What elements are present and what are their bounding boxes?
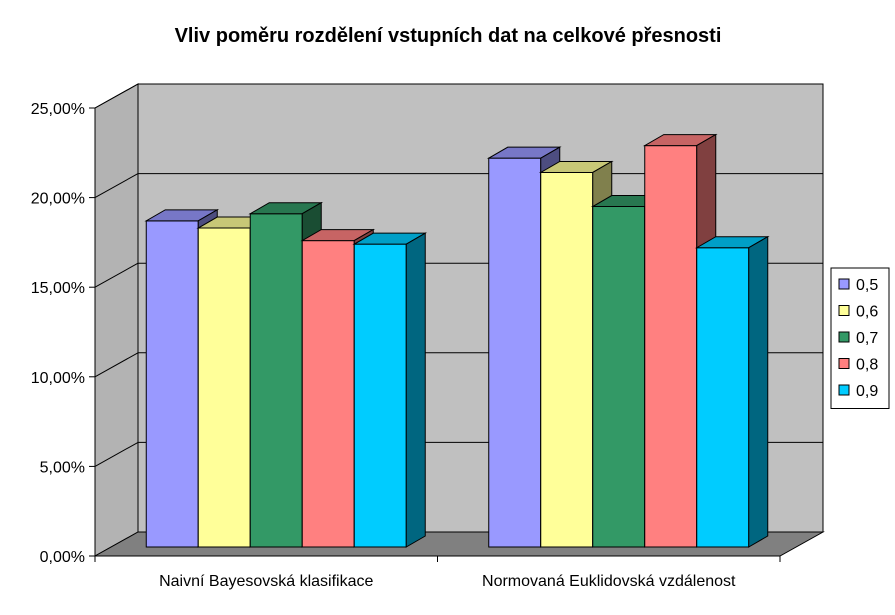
bar-front <box>592 206 646 548</box>
bar-front <box>540 171 594 548</box>
bar-side <box>748 235 769 548</box>
bars <box>144 133 770 548</box>
legend-swatch <box>838 358 850 369</box>
side-wall <box>94 83 139 557</box>
bar-front <box>197 227 251 548</box>
bar-front <box>145 220 199 548</box>
legend-swatch <box>838 331 850 343</box>
gridline-side <box>94 262 139 288</box>
legend-label: 0,6 <box>856 304 878 321</box>
bar-front <box>644 145 698 548</box>
x-axis: Naivní Bayesovská klasifikace Normovaná E… <box>94 555 781 590</box>
y-tick-label: 0,00% <box>40 549 85 566</box>
gridline-side <box>94 173 139 199</box>
x-tick-label: Normovaná Euklidovská vzdálenost <box>482 573 736 590</box>
bar-front <box>353 243 407 548</box>
y-tick-label: 10,00% <box>31 370 85 387</box>
bar-front <box>488 157 542 548</box>
legend: 0,5 0,6 0,7 0,8 0,9 <box>830 267 890 409</box>
legend-label: 0,7 <box>856 330 878 347</box>
y-axis: 0,00% 5,00% 10,00% 15,00% 20,00% 25,00% <box>31 101 96 566</box>
legend-label: 0,9 <box>856 383 878 400</box>
gridline-side <box>94 352 139 378</box>
legend-label: 0,5 <box>856 277 878 294</box>
y-tick-label: 5,00% <box>40 459 85 476</box>
gridline-side <box>94 441 139 467</box>
legend-swatch <box>838 278 850 290</box>
bar-side <box>405 232 426 548</box>
y-tick-label: 25,00% <box>31 101 85 118</box>
bar-front <box>249 213 303 548</box>
legend-swatch <box>838 305 850 316</box>
bar <box>694 235 770 548</box>
bar-front <box>301 240 355 548</box>
legend-swatch <box>838 384 850 396</box>
bar-front <box>696 247 750 548</box>
chart-title: Vliv poměru rozdělení vstupních dat na c… <box>175 25 722 47</box>
x-tick-label: Naivní Bayesovská klasifikace <box>159 573 373 590</box>
y-tick-label: 15,00% <box>31 280 85 297</box>
legend-label: 0,8 <box>856 357 878 374</box>
y-tick-label: 20,00% <box>31 191 85 208</box>
bar <box>352 232 428 548</box>
gridline-side <box>94 83 139 109</box>
